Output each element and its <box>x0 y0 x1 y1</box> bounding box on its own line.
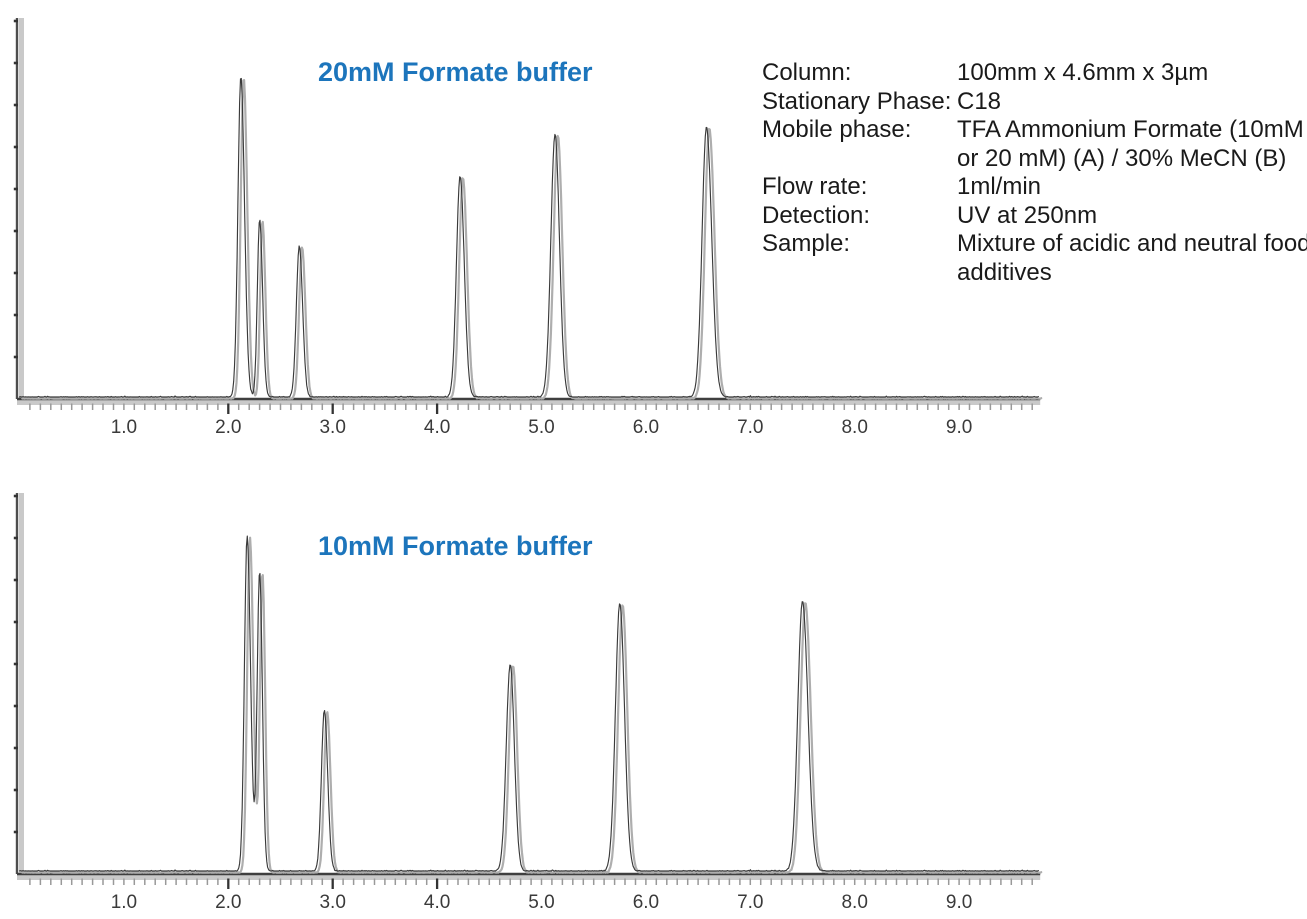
svg-text:9.0: 9.0 <box>946 892 972 913</box>
svg-text:7.0: 7.0 <box>737 417 763 438</box>
svg-text:8.0: 8.0 <box>841 417 867 438</box>
svg-text:3.0: 3.0 <box>319 417 345 438</box>
svg-text:5.0: 5.0 <box>528 892 554 913</box>
svg-text:4.0: 4.0 <box>424 892 450 913</box>
svg-text:7.0: 7.0 <box>737 892 763 913</box>
svg-text:6.0: 6.0 <box>633 417 659 438</box>
svg-text:6.0: 6.0 <box>633 892 659 913</box>
svg-text:1.0: 1.0 <box>111 417 137 438</box>
svg-text:3.0: 3.0 <box>319 892 345 913</box>
svg-text:2.0: 2.0 <box>215 417 241 438</box>
svg-text:8.0: 8.0 <box>841 892 867 913</box>
svg-text:9.0: 9.0 <box>946 417 972 438</box>
svg-text:5.0: 5.0 <box>528 417 554 438</box>
svg-text:4.0: 4.0 <box>424 417 450 438</box>
svg-text:1.0: 1.0 <box>111 892 137 913</box>
svg-text:2.0: 2.0 <box>215 892 241 913</box>
